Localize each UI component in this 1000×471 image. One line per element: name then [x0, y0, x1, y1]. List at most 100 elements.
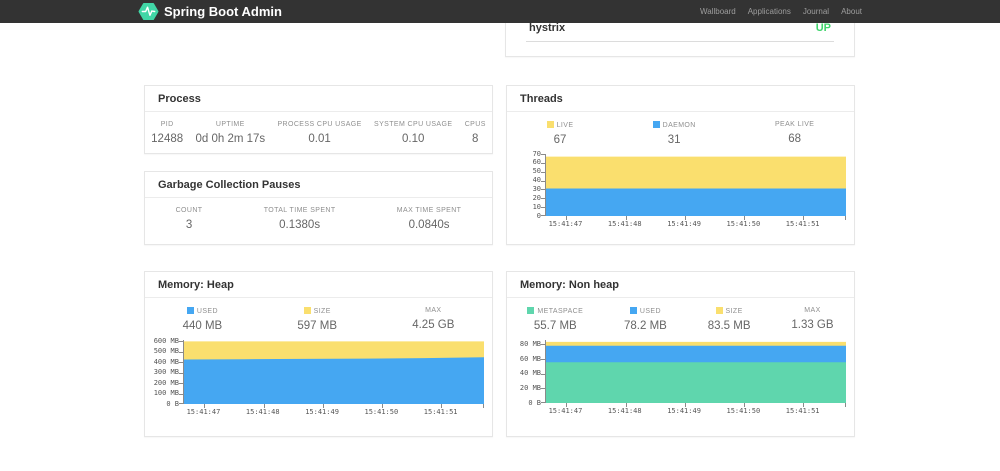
legend-swatch: [652, 121, 660, 128]
chart-canvas: [546, 156, 846, 216]
navbar: Spring Boot Admin Wallboard Applications…: [0, 0, 1000, 23]
x-tick-mark: [684, 403, 686, 407]
legend-swatch: [303, 307, 311, 314]
stat-label: LIVE: [546, 121, 574, 129]
stat-label: METASPACE: [527, 307, 583, 315]
stat-peak-live: PEAK LIVE 68: [775, 121, 814, 146]
y-tick-mark: [541, 402, 545, 403]
stat-label: TOTAL TIME SPENT: [263, 207, 336, 214]
nav-item-about[interactable]: About: [841, 7, 862, 16]
stat-value: 83.5 MB: [707, 320, 751, 332]
stat-value: 597 MB: [297, 320, 338, 332]
stat-value: 12488: [151, 133, 184, 145]
x-tick-mark: [322, 404, 324, 408]
status-badge: UP: [815, 22, 831, 34]
plot-area: [541, 340, 846, 407]
nonheap-chart: 0 B 20 MB 40 MB 60 MB 80 MB 15:41:47 15:41:48…: [507, 340, 854, 416]
x-tick-label: 15:41:51: [785, 220, 820, 228]
y-tick-label: 40 MB: [519, 369, 541, 378]
stat-used: USED 78.2 MB: [624, 307, 667, 332]
stat-value: 3: [185, 219, 193, 231]
card-title: Garbage Collection Pauses: [145, 172, 492, 198]
x-tick-mark: [263, 404, 265, 408]
y-tick-mark: [179, 362, 183, 364]
x-tick-mark: [802, 403, 804, 407]
stat-cpus: CPUS 8: [465, 121, 486, 145]
y-axis: 0 B 100 MB 200 MB 300 MB 400 MB 500 MB 600 MB: [147, 337, 183, 407]
y-tick-mark: [541, 162, 545, 164]
y-tick-mark: [541, 344, 545, 346]
y-tick-label: 400 MB: [153, 357, 179, 366]
stat-label: SIZE: [708, 307, 751, 315]
y-tick-mark: [541, 189, 545, 191]
x-tick-label: 15:41:50: [726, 220, 761, 228]
x-tick-mark: [566, 403, 568, 407]
y-tick-label: 60: [532, 158, 541, 167]
y-tick-mark: [179, 351, 183, 353]
x-tick-label: 15:41:49: [667, 407, 701, 415]
y-tick-mark: [541, 180, 545, 182]
stat-value: 1.33 GB: [791, 319, 834, 331]
x-tick-mark: [625, 216, 627, 220]
stat-value: 0.1380s: [279, 219, 321, 231]
y-tick-label: 200 MB: [153, 378, 179, 387]
brand[interactable]: Spring Boot Admin: [138, 2, 282, 21]
application-status-row[interactable]: hystrix UP: [506, 22, 854, 34]
x-tick-label: 15:41:51: [423, 408, 458, 416]
stat-value: 78.2 MB: [624, 320, 667, 332]
y-tick-mark: [541, 154, 545, 155]
threads-chart: 0 10 20 30 40 50 60 70 15:41:47 15:41:48 15:41:49…: [507, 150, 854, 229]
y-tick-mark: [179, 372, 183, 374]
card-title: Process: [145, 86, 492, 112]
stat-value: 31: [667, 134, 681, 146]
chart-canvas: [546, 341, 846, 403]
stat-label: MAX: [425, 307, 442, 314]
y-tick-label: 80 MB: [519, 339, 541, 348]
card-title: Memory: Heap: [145, 272, 492, 298]
x-tick-label: 15:41:47: [186, 408, 221, 416]
stat-value: 440 MB: [182, 320, 223, 332]
y-axis: 0 10 20 30 40 50 60 70: [509, 150, 545, 219]
nav-links: Wallboard Applications Journal About: [700, 7, 862, 16]
y-tick-mark: [541, 215, 545, 216]
stat-label: PROCESS CPU USAGE: [277, 121, 362, 128]
stat-label: SIZE: [297, 307, 337, 315]
y-tick-mark: [541, 373, 545, 375]
stat-max: MAX 1.33 GB: [791, 307, 833, 332]
x-axis: 15:41:47 15:41:48 15:41:49 15:41:50 15:41:51: [183, 404, 484, 417]
x-tick-label: 15:41:49: [667, 220, 701, 228]
stat-value: 0.01: [308, 133, 331, 145]
y-tick-label: 30: [532, 184, 541, 193]
nav-item-journal[interactable]: Journal: [802, 7, 830, 16]
divider: [526, 41, 834, 42]
stat-label: DAEMON: [652, 121, 696, 129]
y-tick-label: 20 MB: [519, 383, 541, 392]
legend-swatch: [527, 307, 535, 314]
memory-heap-card: Memory: Heap USED 440 MB SIZE 597 MB MAX 4.25…: [144, 271, 493, 437]
navbar-inner: Spring Boot Admin Wallboard Applications…: [138, 0, 862, 23]
y-tick-label: 500 MB: [153, 347, 179, 356]
stat-daemon: DAEMON 31: [652, 121, 696, 146]
stat-count: COUNT 3: [176, 207, 203, 231]
x-tick-label: 15:41:50: [364, 408, 399, 416]
chart-canvas: [184, 341, 484, 404]
x-tick-mark: [566, 216, 568, 220]
chart-area-daemon: [546, 188, 846, 216]
stat-label: CPUS: [464, 121, 486, 128]
x-tick-mark: [440, 404, 442, 408]
y-tick-label: 20: [532, 193, 541, 202]
stat-max-time-spent: MAX TIME SPENT 0.0840s: [397, 207, 462, 231]
nav-item-applications[interactable]: Applications: [747, 7, 791, 16]
stat-value: 0.0840s: [408, 219, 450, 231]
stat-value: 0d 0h 2m 17s: [195, 133, 266, 145]
stat-label: SYSTEM CPU USAGE: [374, 121, 453, 128]
y-tick-mark: [179, 393, 183, 395]
x-tick-mark: [743, 403, 745, 407]
nav-item-wallboard[interactable]: Wallboard: [699, 7, 736, 16]
stat-value: 68: [788, 133, 802, 145]
y-tick-label: 0: [536, 211, 541, 220]
y-tick-mark: [179, 403, 183, 404]
stat-used: USED 440 MB: [182, 307, 223, 332]
stat-max: MAX 4.25 GB: [412, 307, 454, 332]
x-tick-mark: [845, 216, 846, 220]
